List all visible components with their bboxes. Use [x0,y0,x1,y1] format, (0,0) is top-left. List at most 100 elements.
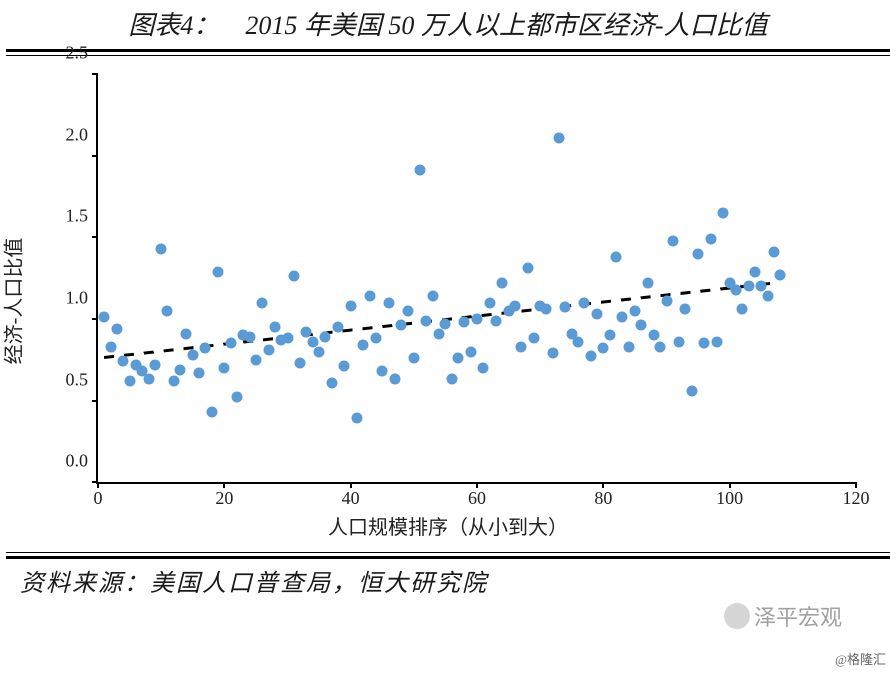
data-point [427,291,438,302]
data-point [648,330,659,341]
divider-bottom-thin [6,552,890,553]
title-prefix: 图表4： [128,11,219,40]
data-point [415,165,426,176]
data-point [345,300,356,311]
data-point [705,233,716,244]
data-point [699,338,710,349]
data-point [490,315,501,326]
data-point [206,406,217,417]
data-point [623,341,634,352]
data-point [326,377,337,388]
y-tick-label: 1.0 [66,287,99,308]
divider-top-thin [6,55,890,56]
data-point [547,348,558,359]
data-point [730,284,741,295]
x-tick-mark [476,482,478,488]
data-point [718,207,729,218]
data-point [459,317,470,328]
data-point [370,333,381,344]
data-point [408,353,419,364]
data-point [225,338,236,349]
divider-top-thick [6,49,890,52]
x-tick-mark [855,482,857,488]
data-point [213,266,224,277]
data-point [333,322,344,333]
data-point [156,243,167,254]
watermark-secondary: @格隆汇 [835,649,886,668]
source-citation: 资料来源：美国人口普查局，恒大研究院 [0,559,896,598]
y-tick-label: 2.0 [66,124,99,145]
data-point [636,320,647,331]
data-point [402,305,413,316]
data-point [737,304,748,315]
y-tick-label: 0.0 [66,451,99,472]
data-point [168,375,179,386]
watermark-primary: 泽平宏观 [724,600,842,632]
data-point [674,336,685,347]
x-tick-mark [223,482,225,488]
data-point [105,341,116,352]
data-point [743,281,754,292]
data-point [573,336,584,347]
y-tick-mark [92,236,98,238]
data-point [554,132,565,143]
data-point [143,374,154,385]
data-point [560,302,571,313]
x-axis-label: 人口规模排序（从小到大） [328,511,568,540]
data-point [598,343,609,354]
data-point [99,312,110,323]
data-point [667,235,678,246]
data-point [579,297,590,308]
data-point [118,356,129,367]
data-point [263,344,274,355]
data-point [194,367,205,378]
data-point [187,349,198,360]
data-point [592,309,603,320]
data-point [610,251,621,262]
scatter-chart: 经济-人口比值 0.00.51.01.52.02.502040608010012… [18,66,878,536]
data-point [383,297,394,308]
data-point [453,353,464,364]
data-point [516,341,527,352]
data-point [484,297,495,308]
data-point [200,343,211,354]
plot-area: 0.00.51.01.52.02.5020406080100120 [96,74,856,484]
data-point [314,346,325,357]
x-tick-mark [729,482,731,488]
data-point [472,313,483,324]
data-point [175,364,186,375]
data-point [617,312,628,323]
data-point [749,266,760,277]
x-tick-mark [602,482,604,488]
data-point [661,295,672,306]
y-axis-label: 经济-人口比值 [0,238,27,365]
data-point [693,248,704,259]
data-point [585,351,596,362]
y-tick-mark [92,155,98,157]
x-tick-mark [97,482,99,488]
data-point [712,336,723,347]
title-main: 2015 年美国 50 万人以上都市区经济-人口比值 [245,11,767,40]
y-tick-label: 0.5 [66,369,99,390]
data-point [421,315,432,326]
data-point [396,320,407,331]
data-point [655,341,666,352]
data-point [604,330,615,341]
data-point [642,278,653,289]
data-point [295,357,306,368]
data-point [389,374,400,385]
data-point [244,331,255,342]
wechat-icon [724,603,750,629]
data-point [686,385,697,396]
data-point [282,333,293,344]
data-point [434,328,445,339]
data-point [339,361,350,372]
data-point [288,271,299,282]
data-point [124,375,135,386]
data-point [775,269,786,280]
data-point [465,346,476,357]
data-point [762,291,773,302]
data-point [358,340,369,351]
data-point [162,305,173,316]
data-point [528,333,539,344]
